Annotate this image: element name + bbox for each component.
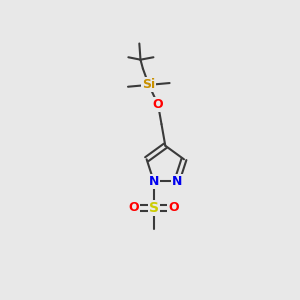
Text: N: N [148, 175, 159, 188]
Text: Si: Si [142, 78, 155, 92]
Text: S: S [149, 201, 159, 215]
Text: O: O [168, 201, 179, 214]
Text: O: O [129, 201, 140, 214]
Text: O: O [153, 98, 164, 111]
Text: N: N [172, 175, 182, 188]
